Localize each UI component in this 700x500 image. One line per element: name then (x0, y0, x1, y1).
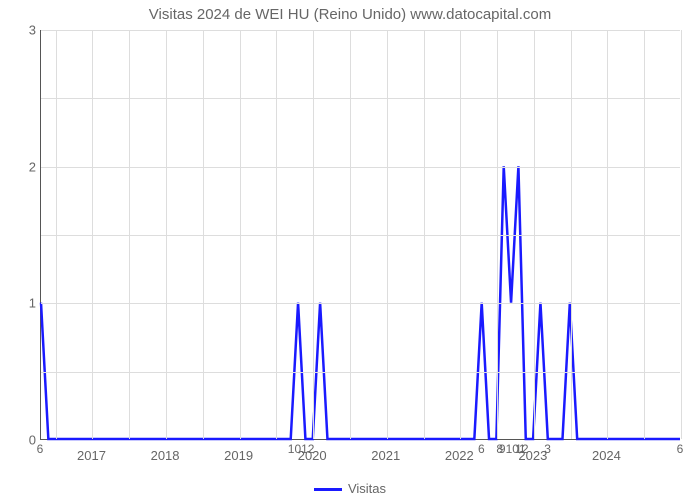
x-point-label: 3 (544, 442, 551, 456)
x-point-label: 1012 (288, 442, 315, 456)
grid-vertical (681, 30, 682, 439)
y-tick-label: 2 (6, 159, 36, 174)
grid-horizontal (41, 98, 680, 99)
y-tick-label: 0 (6, 433, 36, 448)
visits-chart: Visitas 2024 de WEI HU (Reino Unido) www… (0, 0, 700, 500)
x-tick-label: 2022 (445, 448, 474, 463)
grid-horizontal (41, 167, 680, 168)
x-tick-label: 2019 (224, 448, 253, 463)
x-tick-label: 2024 (592, 448, 621, 463)
grid-horizontal (41, 303, 680, 304)
plot-area (40, 30, 680, 440)
x-tick-label: 2017 (77, 448, 106, 463)
grid-horizontal (41, 372, 680, 373)
legend-label: Visitas (348, 481, 386, 496)
x-point-label: 6 (37, 442, 44, 456)
y-tick-label: 3 (6, 23, 36, 38)
grid-horizontal (41, 30, 680, 31)
grid-horizontal (41, 235, 680, 236)
legend-swatch (314, 488, 342, 491)
chart-title: Visitas 2024 de WEI HU (Reino Unido) www… (0, 6, 700, 23)
x-point-label: 12 (515, 442, 528, 456)
y-tick-label: 1 (6, 296, 36, 311)
x-tick-label: 2021 (371, 448, 400, 463)
x-point-label: 6 (478, 442, 485, 456)
legend: Visitas (0, 481, 700, 496)
x-tick-label: 2018 (151, 448, 180, 463)
x-point-label: 6 (677, 442, 684, 456)
